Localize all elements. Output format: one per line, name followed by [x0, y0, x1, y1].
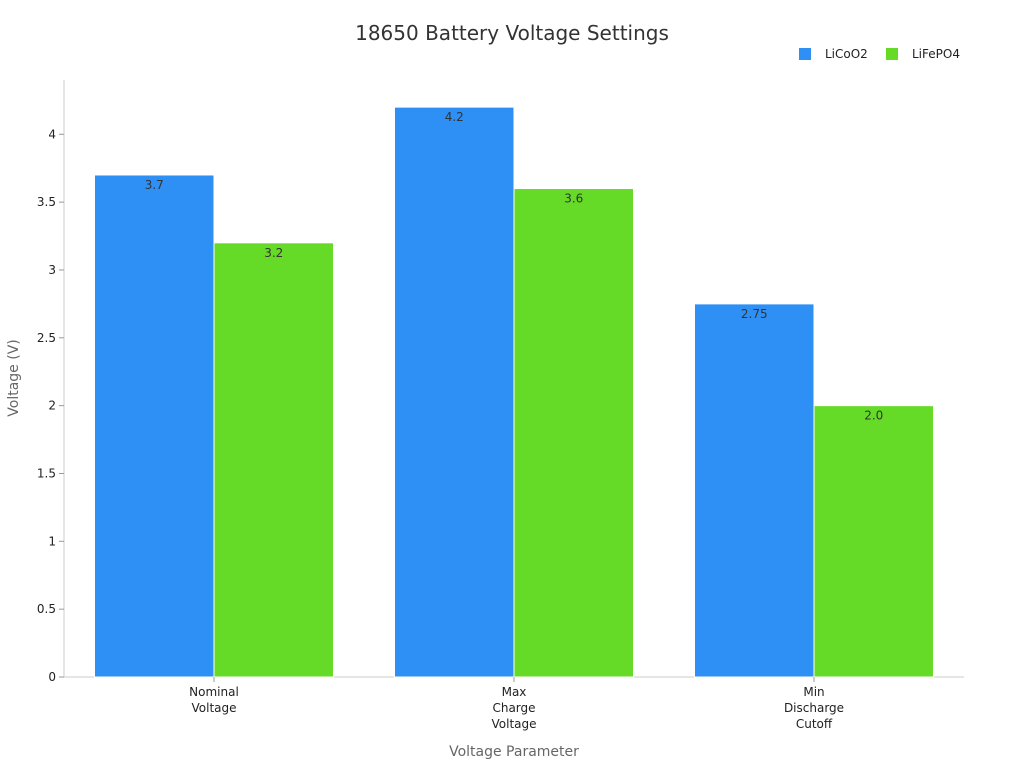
legend-label-lifepo4: LiFePO4 — [912, 47, 960, 61]
x-tick-label-line: Min — [803, 685, 824, 699]
data-label: 3.2 — [264, 246, 283, 260]
y-tick-label: 4 — [48, 127, 56, 141]
y-tick-label: 2.5 — [37, 331, 56, 345]
x-tick-label-line: Voltage — [191, 701, 236, 715]
legend: LiCoO2 LiFePO4 — [799, 47, 960, 61]
bar-lifepo4-2 — [813, 405, 934, 678]
x-tick-label-line: Discharge — [784, 701, 844, 715]
x-tick-label: Max Charge Voltage — [491, 685, 536, 731]
data-label: 4.2 — [445, 110, 464, 124]
y-ticks: 0 0.5 1 1.5 2 2.5 3 3.5 4 — [37, 127, 64, 684]
bar-licoo2-2 — [694, 303, 815, 678]
bar-lifepo4-0 — [213, 242, 334, 678]
bar-licoo2-0 — [94, 174, 215, 678]
data-label: 2.75 — [741, 307, 768, 321]
x-tick-label-line: Voltage — [491, 717, 536, 731]
x-ticks: Nominal Voltage Max Charge Voltage Min Dischar… — [189, 677, 844, 731]
legend-swatch-lifepo4 — [886, 48, 898, 60]
x-tick-label-line: Cutoff — [796, 717, 833, 731]
bars — [94, 106, 934, 678]
data-label: 3.7 — [145, 178, 164, 192]
x-tick-label-line: Nominal — [189, 685, 239, 699]
y-tick-label: 3 — [48, 263, 56, 277]
bar-licoo2-1 — [394, 106, 515, 678]
y-tick-label: 3.5 — [37, 195, 56, 209]
y-axis-title: Voltage (V) — [6, 339, 22, 416]
x-tick-label-line: Charge — [492, 701, 535, 715]
data-label: 2.0 — [864, 409, 883, 423]
x-tick-label: Min Discharge Cutoff — [784, 685, 844, 731]
y-tick-label: 0.5 — [37, 602, 56, 616]
legend-label-licoo2: LiCoO2 — [825, 47, 868, 61]
chart-title: 18650 Battery Voltage Settings — [355, 21, 669, 45]
legend-swatch-licoo2 — [799, 48, 811, 60]
x-tick-label: Nominal Voltage — [189, 685, 239, 715]
y-tick-label: 0 — [48, 670, 56, 684]
x-axis-title: Voltage Parameter — [449, 744, 579, 760]
y-tick-label: 2 — [48, 399, 56, 413]
data-labels: 3.7 3.2 4.2 3.6 2.75 2.0 — [145, 110, 884, 423]
y-tick-label: 1.5 — [37, 466, 56, 480]
x-tick-label-line: Max — [502, 685, 527, 699]
y-tick-label: 1 — [48, 534, 56, 548]
data-label: 3.6 — [564, 192, 583, 206]
bar-lifepo4-1 — [513, 188, 634, 678]
